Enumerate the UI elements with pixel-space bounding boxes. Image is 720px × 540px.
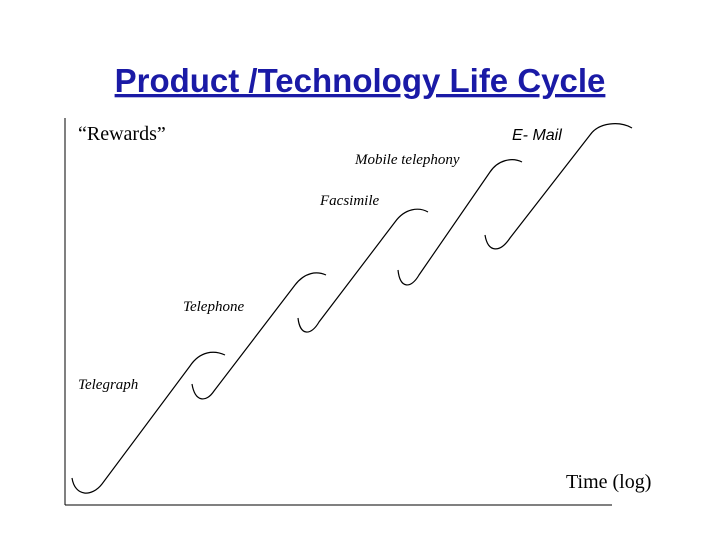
life-cycle-curve	[484, 123, 633, 250]
curve-label: Mobile telephony	[354, 152, 460, 168]
curve-label: Telegraph	[78, 377, 138, 393]
life-cycle-curve	[397, 159, 523, 286]
curve-label: Telephone	[183, 299, 244, 315]
y-axis-label: “Rewards”	[78, 123, 166, 145]
life-cycle-curve	[297, 208, 429, 333]
slide-title: Product /Technology Life Cycle	[115, 62, 606, 99]
curve-label: E- Mail	[512, 127, 562, 144]
x-axis-label: Time (log)	[566, 471, 651, 493]
curve-label: Facsimile	[319, 193, 379, 209]
life-cycle-curve	[191, 272, 327, 400]
life-cycle-curve	[71, 351, 226, 494]
